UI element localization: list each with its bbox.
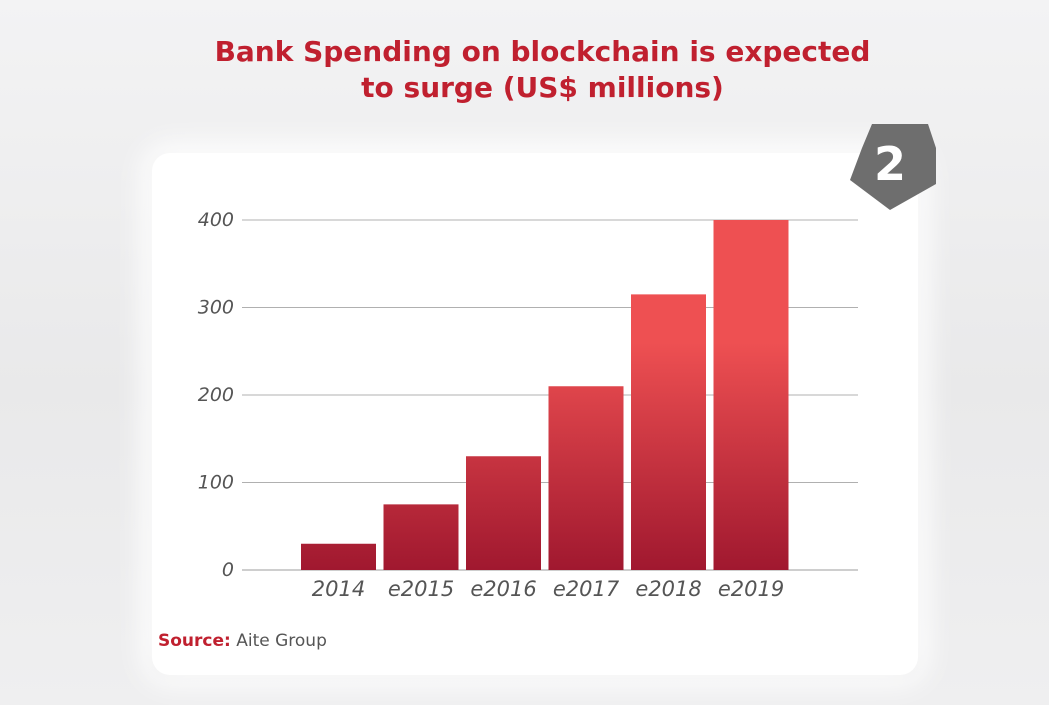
figure-number-badge [850,124,936,210]
chart-title-line-2: to surge (US$ millions) [361,71,724,104]
figure-number: 2 [873,137,906,191]
source-text: Aite Group [236,631,327,651]
bars [301,220,789,570]
bar-2014 [301,543,376,570]
chart-title: Bank Spending on blockchain is expected … [0,34,1049,106]
x-tick-label-e2019: e2019 [718,577,784,601]
x-tick-label-2014: 2014 [312,577,365,601]
y-tick-label-200: 200 [198,384,234,406]
x-axis-tick-labels: 2014 e2015 e2016 e2017 e2018 e2019 [312,577,784,601]
y-tick-label-300: 300 [198,297,234,319]
source-note: Source: Aite Group [158,631,327,651]
x-tick-label-e2017: e2017 [553,577,620,601]
bar-e2017 [548,386,624,570]
y-tick-label-0: 0 [222,559,234,581]
x-tick-label-e2018: e2018 [635,577,701,601]
chart-card [152,153,918,675]
badge-shape [850,124,936,210]
bar-e2015 [383,504,459,570]
y-tick-label-100: 100 [198,472,234,494]
x-tick-label-e2016: e2016 [470,577,536,601]
bar-e2019 [713,220,789,570]
chart-title-line-1: Bank Spending on blockchain is expected [214,35,871,68]
bar-e2016 [466,456,541,570]
bar-e2018 [631,294,706,570]
x-tick-label-e2015: e2015 [388,577,454,601]
y-tick-label-400: 400 [198,209,234,231]
y-axis-tick-labels: 0 100 200 300 400 [198,209,234,581]
source-label: Source: [158,631,231,651]
